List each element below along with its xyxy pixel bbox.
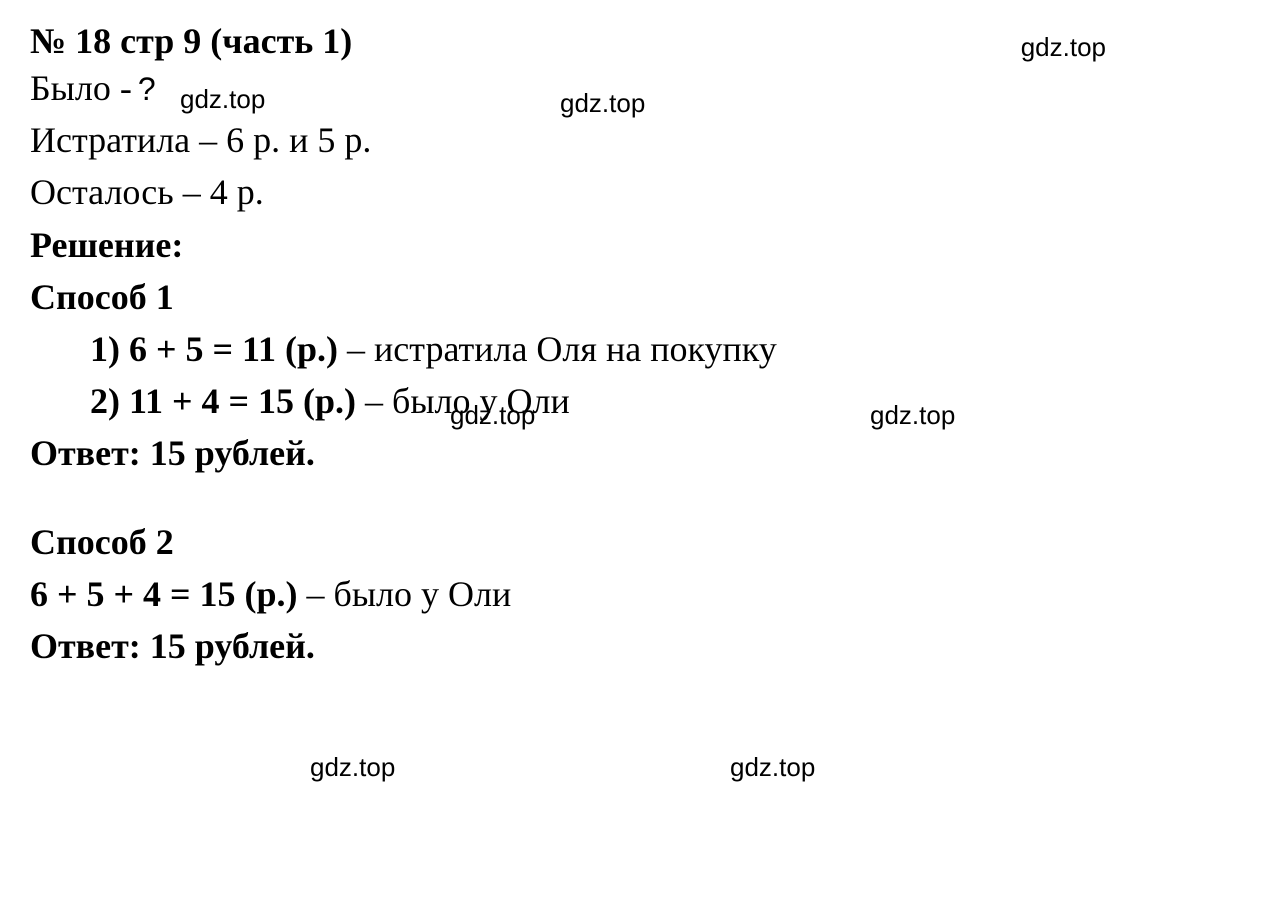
method2-answer: Ответ: 15 рублей. <box>30 620 1246 672</box>
method2-expr: 6 + 5 + 4 = 15 (р.) <box>30 574 298 614</box>
method2-expr-line: 6 + 5 + 4 = 15 (р.) – было у Оли <box>30 568 1246 620</box>
watermark: gdz.top <box>450 400 535 431</box>
watermark: gdz.top <box>310 752 395 783</box>
method1-label: Способ 1 <box>30 271 1246 323</box>
method1-step1: 1) 6 + 5 = 11 (р.) – истратила Оля на по… <box>30 323 1246 375</box>
method1-step2-expr: 2) 11 + 4 = 15 (р.) <box>90 381 356 421</box>
watermark: gdz.top <box>180 84 265 115</box>
given-line-2: Истратила – 6 р. и 5 р. <box>30 114 1246 166</box>
watermark: gdz.top <box>730 752 815 783</box>
watermark: gdz.top <box>560 88 645 119</box>
method2-desc: – было у Оли <box>298 574 512 614</box>
question-mark: ? <box>138 66 156 112</box>
watermark: gdz.top <box>870 400 955 431</box>
method1-answer: Ответ: 15 рублей. <box>30 427 1246 479</box>
method2-label: Способ 2 <box>30 516 1246 568</box>
watermark: gdz.top <box>1021 32 1106 63</box>
method1-step1-expr: 1) 6 + 5 = 11 (р.) <box>90 329 338 369</box>
solution-label: Решение: <box>30 219 1246 271</box>
given-prefix: Было - <box>30 62 132 114</box>
method1-step1-desc: – истратила Оля на покупку <box>338 329 777 369</box>
method1-step2: 2) 11 + 4 = 15 (р.) – было у Оли <box>30 375 1246 427</box>
given-line-3: Осталось – 4 р. <box>30 166 1246 218</box>
